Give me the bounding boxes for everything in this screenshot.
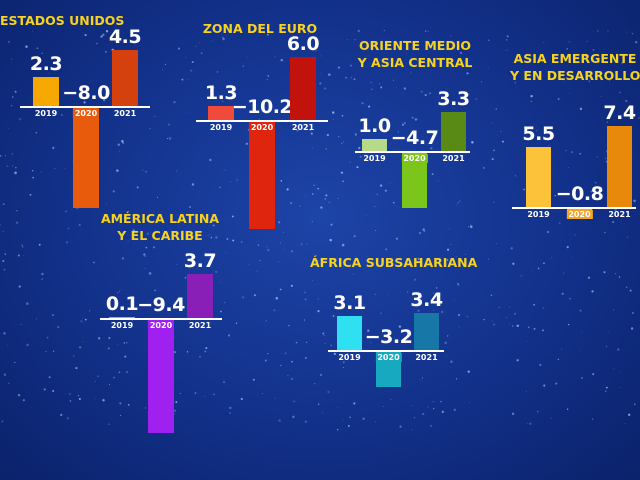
bar-2020 [249, 122, 275, 230]
value-label: 3.1 [333, 291, 366, 314]
bar-2021 [414, 312, 439, 350]
value-label: 3.4 [410, 288, 443, 311]
chart-title: ESTADOS UNIDOS [0, 13, 125, 28]
chart-title: AMÉRICA LATINA Y EL CARIBE [100, 211, 220, 243]
value-label: 1.0 [358, 115, 391, 138]
axis-line [196, 120, 328, 122]
bar-2019 [109, 316, 135, 319]
value-label: −10.2 [231, 96, 293, 118]
year-label: 2021 [442, 154, 465, 163]
year-label: 2021 [188, 321, 212, 330]
bar-2021 [112, 49, 138, 106]
year-label: 2019 [110, 321, 134, 330]
value-label: −9.4 [137, 294, 185, 316]
year-label: 2021 [291, 123, 315, 132]
axis-line [20, 106, 150, 108]
value-label: 2.3 [29, 53, 63, 76]
value-label: −4.7 [390, 127, 439, 149]
value-label: 3.7 [183, 249, 217, 272]
year-label: 2019 [34, 109, 58, 118]
year-label: 2020 [147, 321, 175, 330]
axis-line [100, 318, 222, 320]
chart-title: ORIENTE MEDIO Y ASIA CENTRAL [357, 38, 473, 70]
value-label: −0.8 [555, 183, 604, 205]
year-label: 2020 [72, 109, 100, 118]
value-label: −3.2 [364, 326, 413, 348]
value-label: 3.3 [437, 88, 470, 111]
chart-title: ÁFRICA SUBSAHARIANA [310, 255, 478, 270]
bar-2019 [526, 146, 551, 207]
bar-2021 [187, 273, 213, 318]
bar-2021 [441, 112, 466, 151]
value-label: 4.5 [108, 25, 142, 48]
year-label: 2019 [363, 154, 386, 163]
year-label: 2021 [608, 210, 631, 219]
axis-line [328, 350, 444, 352]
year-label: 2020 [401, 154, 428, 163]
value-label: 6.0 [286, 33, 320, 55]
bar-2019 [362, 139, 387, 151]
year-label: 2021 [415, 353, 438, 362]
year-label: 2019 [338, 353, 361, 362]
axis-line [512, 207, 636, 209]
bar-2019 [337, 315, 362, 350]
year-label: 2020 [248, 123, 276, 132]
year-label: 2020 [566, 210, 593, 219]
value-label: 1.3 [204, 82, 238, 105]
chart-title: ZONA DEL EURO [202, 21, 318, 36]
bar-2019 [33, 77, 59, 106]
year-label: 2020 [375, 353, 402, 362]
year-label: 2019 [209, 123, 233, 132]
year-label: 2019 [527, 210, 550, 219]
bar-2021 [290, 57, 316, 120]
bar-2020 [148, 320, 174, 433]
year-label: 2021 [113, 109, 137, 118]
chart-title: ASIA EMERGENTE Y EN DESARROLLO [510, 51, 640, 83]
value-label: −8.0 [62, 82, 110, 104]
value-label: 7.4 [603, 101, 636, 124]
axis-line [355, 151, 470, 153]
bar-2019 [208, 106, 234, 120]
bar-2021 [607, 125, 632, 207]
value-label: 0.1 [105, 292, 139, 315]
bar-2020 [73, 108, 99, 208]
value-label: 5.5 [522, 122, 555, 145]
